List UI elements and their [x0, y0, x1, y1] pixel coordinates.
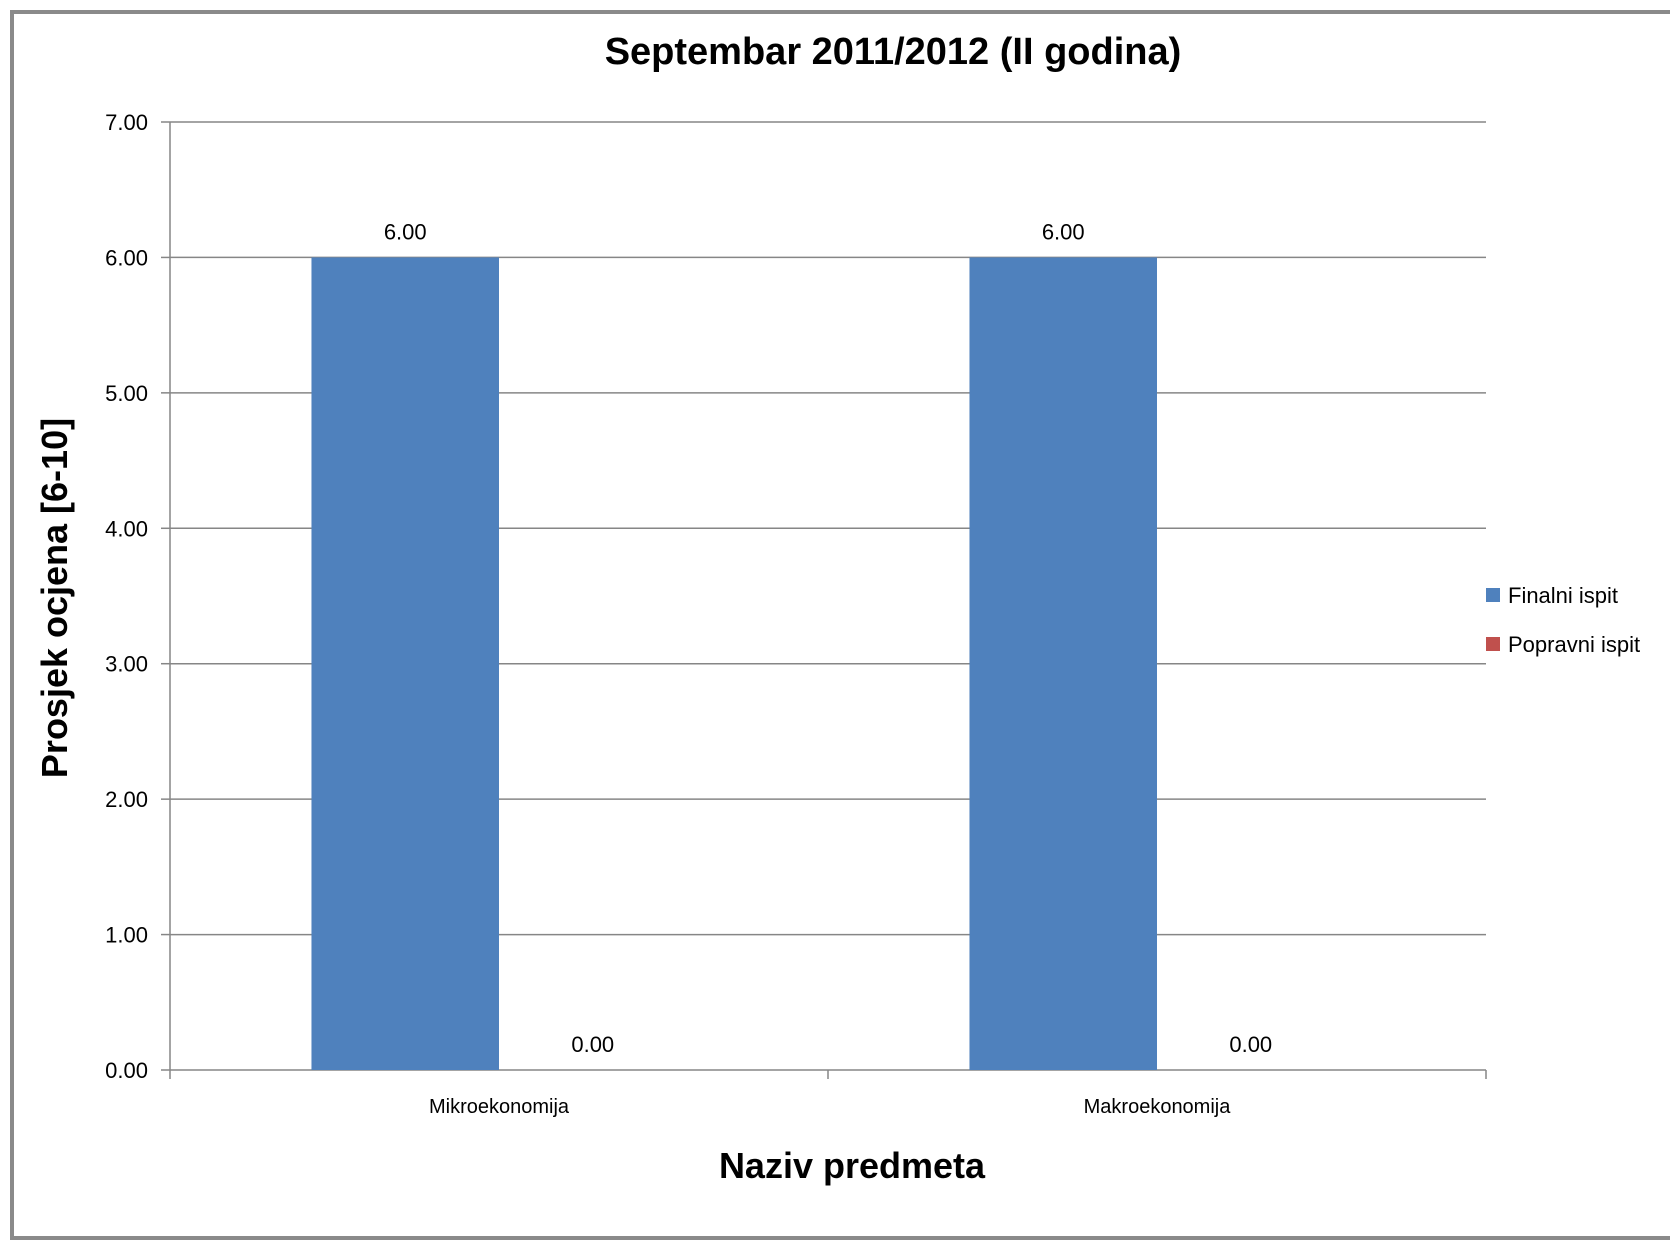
bars	[311, 257, 1157, 1070]
x-category-label: Makroekonomija	[1084, 1096, 1232, 1118]
data-label: 0.00	[1229, 1032, 1272, 1057]
x-category-labels: Mikroekonomija Makroekonomija	[429, 1096, 1231, 1118]
bar	[969, 257, 1157, 1070]
legend-item: Popravni ispit	[1486, 632, 1640, 657]
y-tick-label: 1.00	[105, 923, 148, 948]
legend: Finalni ispit Popravni ispit	[1486, 583, 1640, 657]
y-tick-label: 0.00	[105, 1058, 148, 1083]
data-labels: 6.00 0.00 6.00 0.00	[384, 219, 1272, 1057]
data-label: 6.00	[1042, 219, 1085, 244]
data-label: 0.00	[571, 1032, 614, 1057]
chart-title: Septembar 2011/2012 (II godina)	[605, 31, 1182, 73]
bar	[311, 257, 499, 1070]
y-tick-label: 6.00	[105, 245, 148, 270]
y-tick-label: 3.00	[105, 652, 148, 677]
data-label: 6.00	[384, 219, 427, 244]
y-tick-label: 5.00	[105, 381, 148, 406]
legend-swatch	[1486, 588, 1500, 602]
legend-label: Popravni ispit	[1508, 632, 1640, 657]
x-category-label: Mikroekonomija	[429, 1096, 570, 1118]
legend-label: Finalni ispit	[1508, 583, 1618, 608]
y-axis-title: Prosjek ocjena [6-10]	[34, 418, 75, 778]
y-tick-label: 4.00	[105, 516, 148, 541]
y-tick-labels: 0.00 1.00 2.00 3.00 4.00 5.00 6.00 7.00	[105, 110, 148, 1083]
x-axis-title: Naziv predmeta	[719, 1145, 986, 1186]
y-tick-label: 2.00	[105, 787, 148, 812]
legend-item: Finalni ispit	[1486, 583, 1618, 608]
legend-swatch	[1486, 637, 1500, 651]
y-tick-label: 7.00	[105, 110, 148, 135]
